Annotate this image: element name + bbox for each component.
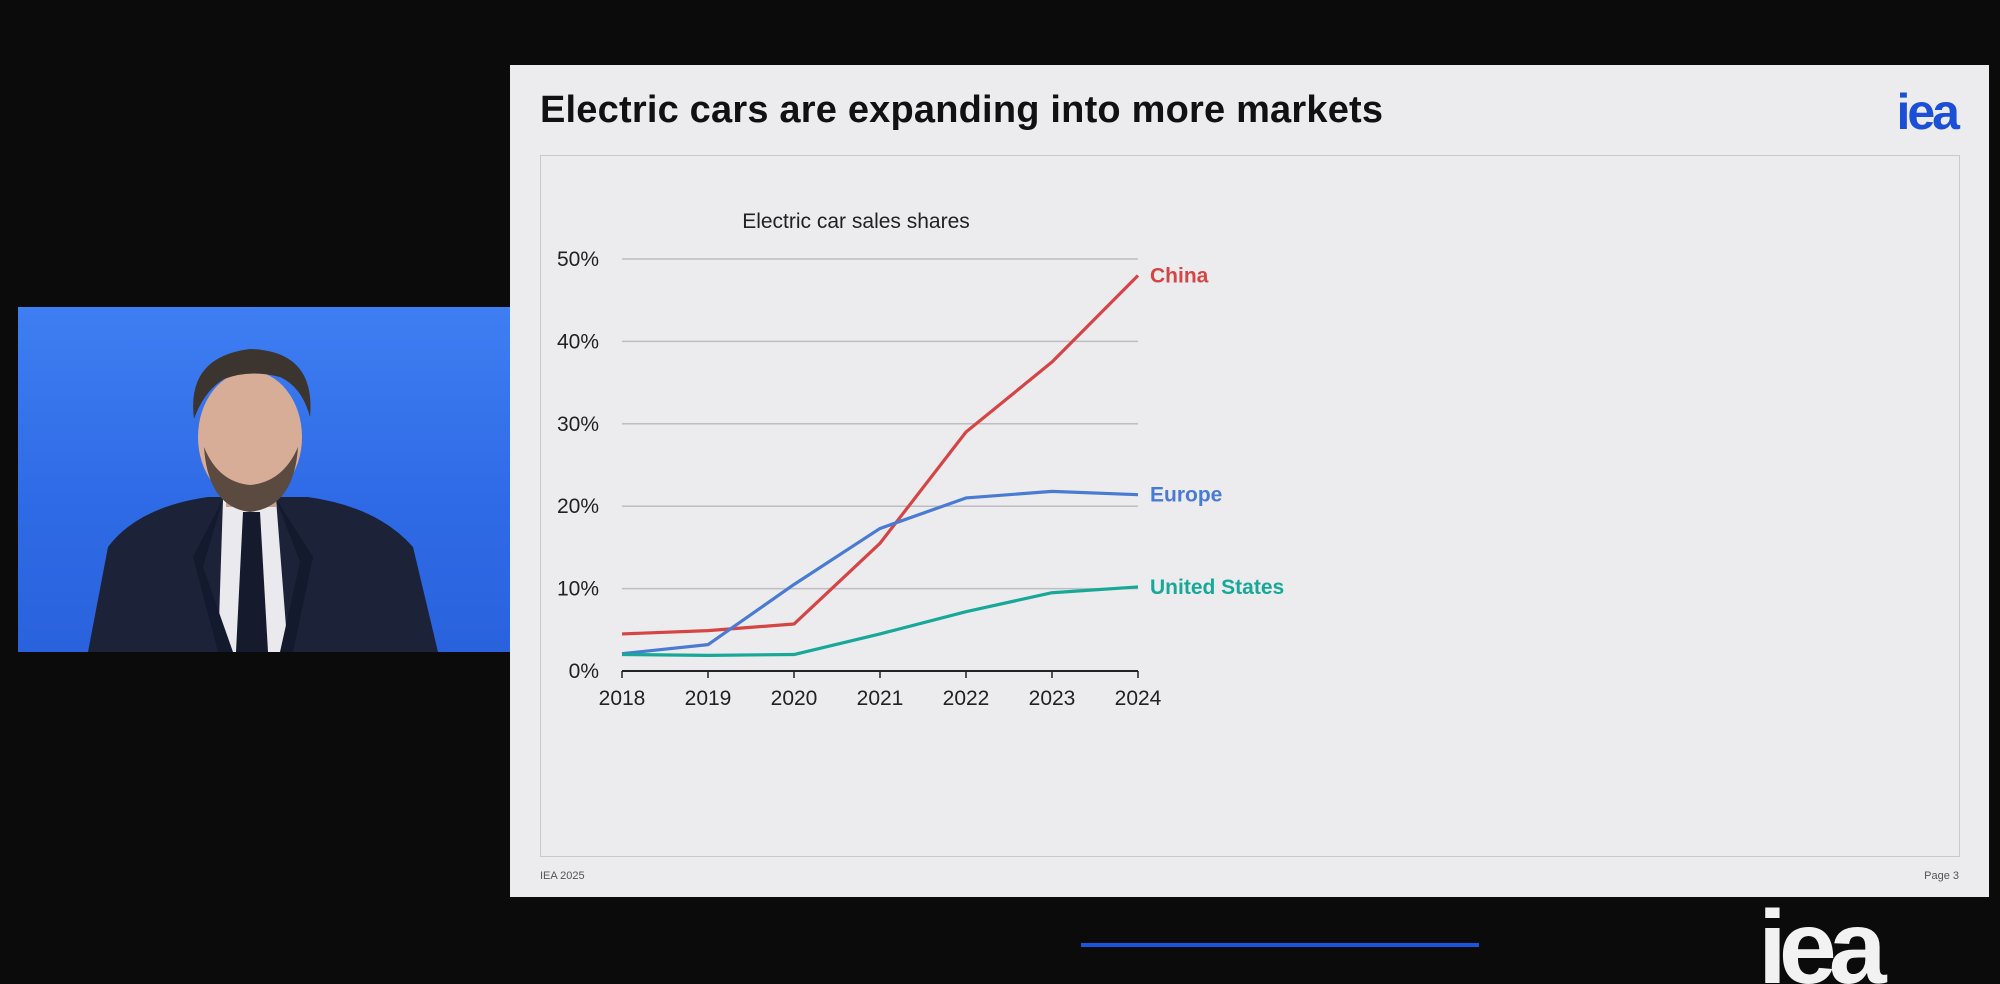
x-tick-label: 2022 — [943, 687, 990, 710]
iea-watermark-text: iea — [1758, 902, 1887, 984]
x-tick-label: 2024 — [1115, 687, 1162, 710]
slide-progress-bar — [1081, 943, 1479, 947]
series-line-united-states — [621, 585, 1139, 657]
x-tick-label: 2023 — [1029, 687, 1076, 710]
x-tick-label: 2021 — [857, 687, 904, 710]
chart-title: Electric car sales shares — [742, 210, 970, 233]
slide-page-number: Page 3 — [1924, 870, 1959, 882]
x-tick-label: 2019 — [685, 687, 732, 710]
y-tick-label: 50% — [557, 248, 599, 271]
series-line-europe — [621, 489, 1139, 656]
iea-watermark-logo: iea — [1758, 902, 1968, 984]
presenter-image — [88, 349, 438, 652]
series-label-china: China — [1150, 264, 1209, 287]
series-label-united-states: United States — [1150, 576, 1284, 599]
presentation-slide: Electric cars are expanding into more ma… — [510, 65, 1989, 947]
chart-frame: Electric car sales shares 0% 10% 20% 30% 40% 5… — [540, 155, 1960, 947]
webcam-video-feed — [18, 307, 510, 652]
x-tick-label: 2020 — [771, 687, 818, 710]
y-tick-label: 30% — [557, 413, 599, 436]
y-tick-label: 20% — [557, 495, 599, 518]
slide-title: Electric cars are expanding into more ma… — [540, 89, 1384, 131]
iea-logo: iea — [1896, 84, 1959, 140]
y-tick-label: 10% — [557, 578, 599, 601]
y-tick-label: 40% — [557, 330, 599, 353]
slide-footer-source: IEA 2025 — [540, 870, 585, 882]
series-line-china — [621, 274, 1140, 636]
x-tick-label: 2018 — [599, 687, 646, 710]
line-chart: Electric car sales shares 0% 10% 20% 30% 40% 5… — [557, 210, 1284, 710]
series-label-europe: Europe — [1150, 484, 1222, 507]
y-tick-label: 0% — [569, 660, 599, 683]
